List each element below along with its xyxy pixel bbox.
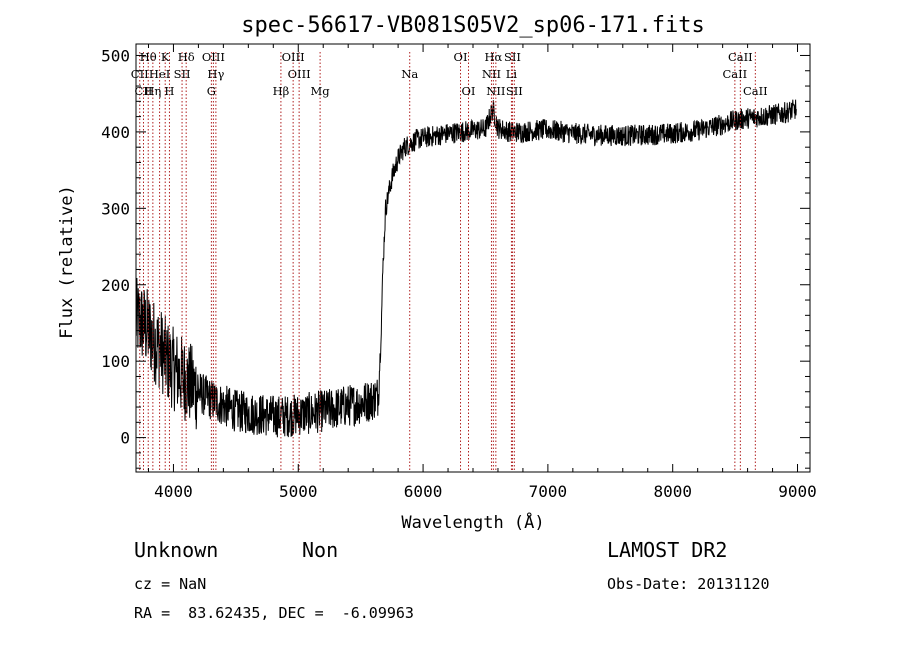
x-tick-label: 9000 — [778, 482, 817, 501]
survey-label: LAMOST DR2 — [607, 538, 728, 562]
spectral-line-label: CII — [135, 84, 153, 98]
plot-content — [135, 99, 797, 438]
y-axis-label: Flux (relative) — [57, 185, 77, 339]
spectral-line-label: Mg — [311, 84, 331, 98]
y-tick-label: 500 — [101, 46, 130, 65]
spectral-line-label: CaII — [743, 84, 768, 98]
spectral-line-label: OIII — [282, 50, 305, 64]
spectral-line-label: CaII — [728, 50, 753, 64]
chart-title: spec-56617-VB081S05V2_sp06-171.fits — [241, 13, 705, 38]
y-tick-label: 0 — [120, 429, 130, 448]
observation-date: Obs-Date: 20131120 — [607, 575, 770, 593]
subclass-label: Non — [302, 538, 339, 562]
x-tick-label: 4000 — [154, 482, 193, 501]
x-tick-label: 6000 — [404, 482, 443, 501]
spectral-line-label: NII — [482, 67, 501, 81]
y-tick-label: 300 — [101, 199, 130, 218]
y-tick-label: 400 — [101, 123, 130, 142]
spectral-line-label: OIII — [202, 50, 225, 64]
spectral-line-label: CII — [131, 67, 149, 81]
coordinates: RA = 83.62435, DEC = -6.09963 — [134, 604, 414, 622]
spectral-line-label: SII — [174, 67, 191, 81]
spectral-line-label: Hγ — [207, 67, 224, 81]
spectral-line-label: SII — [506, 84, 523, 98]
spectral-line-label: H — [164, 84, 174, 98]
spectral-line-label: G — [207, 84, 216, 98]
spectral-line-label: OI — [454, 50, 468, 64]
spectral-line-label: Hα — [484, 50, 502, 64]
spectral-line-label: OI — [462, 84, 476, 98]
spectral-line-label: CaII — [722, 67, 747, 81]
spectral-line-label: OIII — [288, 67, 311, 81]
x-axis-label: Wavelength (Å) — [401, 511, 544, 533]
spectral-line-label: Li — [506, 67, 518, 81]
class-label: Unknown — [134, 538, 219, 562]
spectral-line-label: Hβ — [273, 84, 290, 98]
y-tick-label: 200 — [101, 276, 130, 295]
spectral-line-label: Na — [401, 67, 418, 81]
redshift-value: cz = NaN — [134, 575, 207, 593]
spectral-line-label: Hθ — [140, 50, 157, 64]
spectral-line-label: HeI — [149, 67, 170, 81]
spectral-line-label: Hδ — [178, 50, 195, 64]
x-tick-label: 8000 — [653, 482, 692, 501]
spectral-line-label: NII — [486, 84, 505, 98]
y-tick-label: 100 — [101, 352, 130, 371]
spectral-line-markers — [139, 52, 756, 472]
spectrum-line — [135, 99, 797, 438]
spectral-line-label: K — [161, 50, 170, 64]
spectral-line-label: SII — [504, 50, 521, 64]
x-tick-label: 7000 — [529, 482, 568, 501]
x-axis-ticks: 4000 5000 6000 7000 8000 9000 — [147, 44, 817, 501]
plot-frame — [135, 43, 811, 473]
x-tick-label: 5000 — [279, 482, 318, 501]
y-axis-ticks: 0 100 200 300 400 500 — [101, 46, 810, 469]
spectral-line-label: Hη — [144, 84, 161, 98]
